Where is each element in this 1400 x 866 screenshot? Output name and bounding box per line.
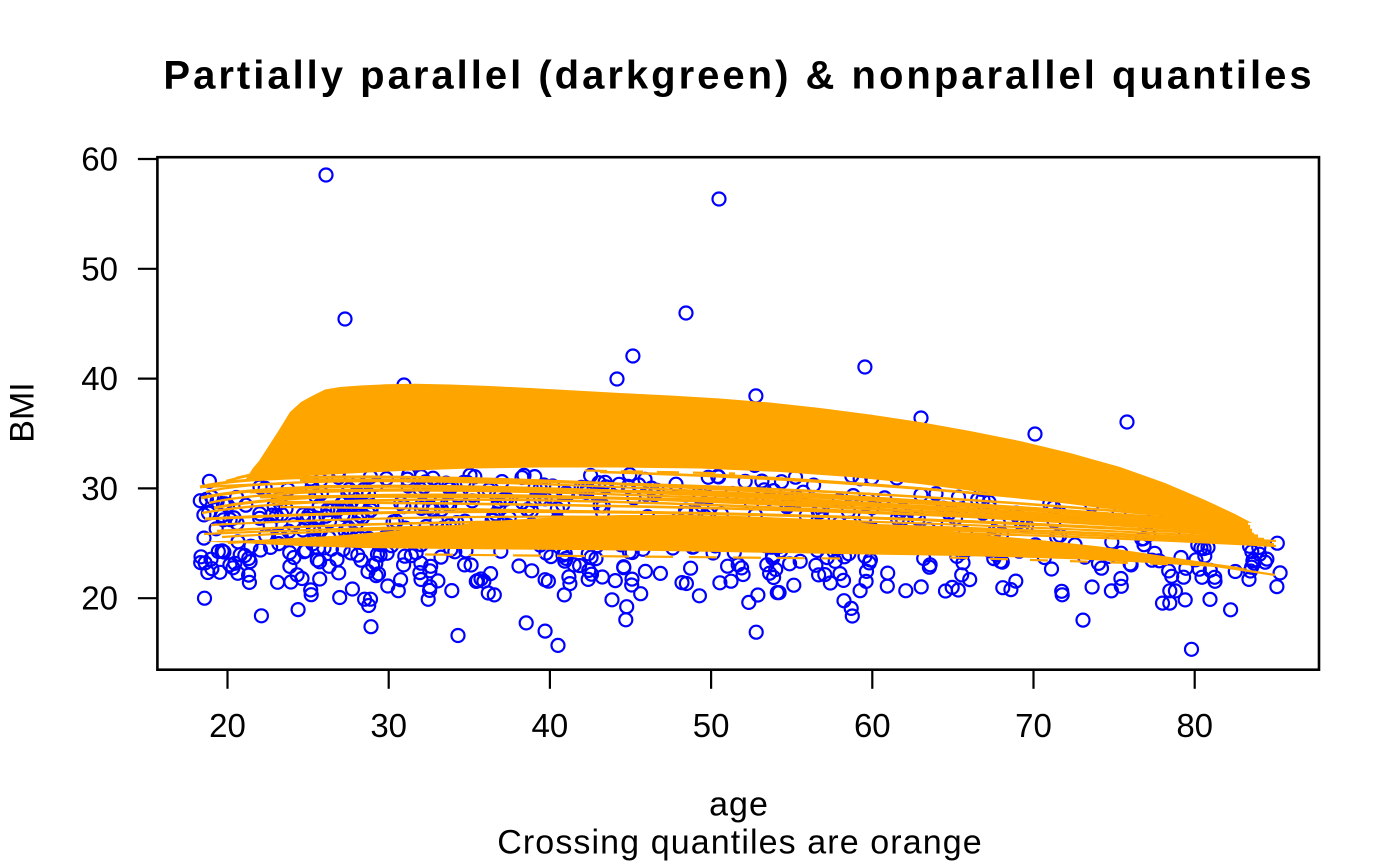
svg-text:60: 60 xyxy=(81,141,118,178)
svg-text:Crossing quantiles are orange: Crossing quantiles are orange xyxy=(497,824,983,862)
svg-text:Partially parallel (darkgreen): Partially parallel (darkgreen) & nonpara… xyxy=(163,54,1314,98)
svg-text:20: 20 xyxy=(81,580,118,617)
svg-text:50: 50 xyxy=(81,250,118,287)
svg-text:30: 30 xyxy=(370,707,407,744)
svg-text:BMI: BMI xyxy=(4,382,42,442)
svg-text:80: 80 xyxy=(1176,707,1213,744)
svg-text:age: age xyxy=(709,786,769,824)
svg-text:40: 40 xyxy=(81,360,118,397)
svg-text:20: 20 xyxy=(209,707,246,744)
svg-text:30: 30 xyxy=(81,470,118,507)
svg-text:70: 70 xyxy=(1015,707,1052,744)
svg-text:60: 60 xyxy=(854,707,891,744)
svg-text:50: 50 xyxy=(693,707,730,744)
svg-text:40: 40 xyxy=(532,707,569,744)
